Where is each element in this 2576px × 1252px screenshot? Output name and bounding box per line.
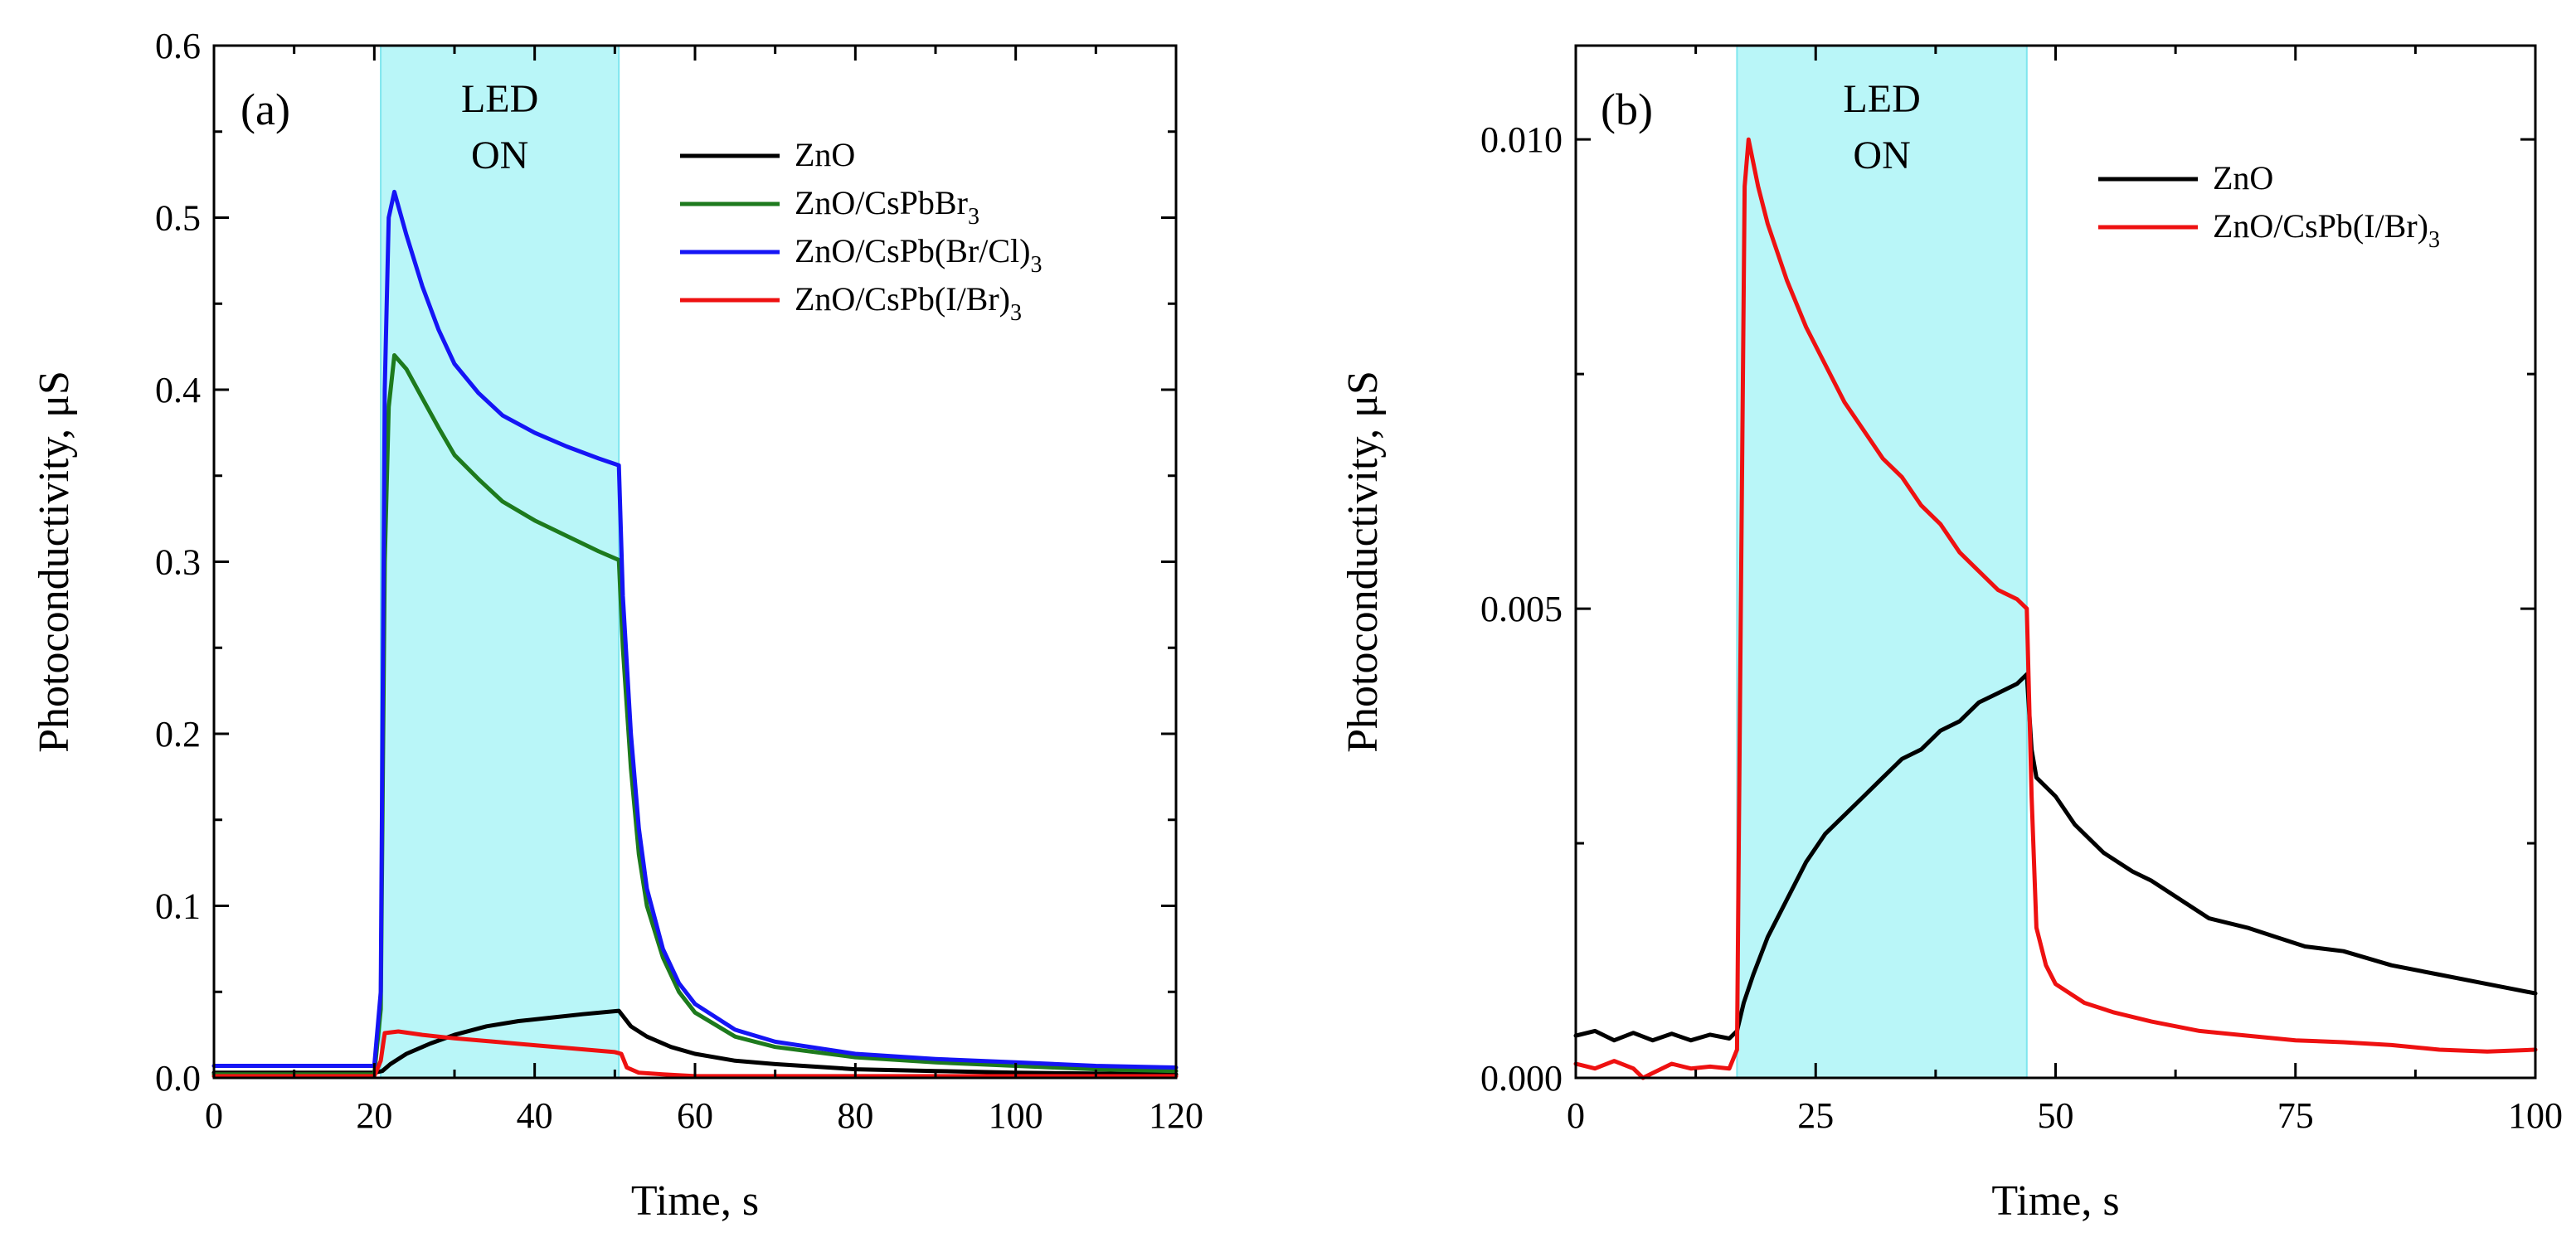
x-axis-ticks: 0 20 40 60 80 100 120 <box>205 46 1203 1136</box>
y-tick-label: 0.005 <box>1480 589 1563 629</box>
led-on-band <box>380 45 620 1079</box>
led-label-line-1: LED <box>461 77 538 121</box>
series-line-0 <box>1573 672 2538 1043</box>
legend: ZnO ZnO/CsPb(I/Br)3 <box>2098 159 2440 253</box>
legend-label-main: ZnO/CsPb(I/Br) <box>2213 207 2428 245</box>
x-tick-label: 0 <box>205 1095 223 1136</box>
series-line-1 <box>211 353 1179 1077</box>
x-tick-label: 20 <box>356 1095 392 1136</box>
series-line-1 <box>1573 137 2538 1080</box>
x-tick-label: 120 <box>1149 1095 1203 1136</box>
x-tick-label: 100 <box>989 1095 1043 1136</box>
series-lines <box>211 189 1179 1079</box>
legend-label-3: ZnO/CsPb(I/Br)3 <box>795 280 1022 326</box>
y-axis-ticks: 0.000 0.005 0.010 <box>1480 119 2535 1099</box>
series-line-2 <box>211 189 1179 1070</box>
series-lines <box>1573 137 2538 1080</box>
y-tick-label: 0.2 <box>155 714 201 755</box>
plot-frame <box>1574 44 2537 1080</box>
x-axis-title: Time, s <box>631 1177 759 1225</box>
x-tick-label: 40 <box>517 1095 553 1136</box>
y-axis-ticks: 0.0 0.1 0.2 0.3 0.4 0.5 0.6 <box>155 26 1176 1099</box>
plot-frame <box>212 44 1178 1080</box>
legend-label-main: ZnO <box>2213 159 2273 197</box>
x-axis-ticks: 0 25 50 75 100 <box>1567 46 2563 1136</box>
y-axis-title: Photoconductivity, μS <box>31 371 78 753</box>
y-tick-label: 0.4 <box>155 370 201 410</box>
legend-label-main: ZnO <box>795 136 855 173</box>
series-line-3 <box>211 1029 1179 1079</box>
led-label-line-1: LED <box>1843 77 1920 121</box>
x-tick-label: 0 <box>1567 1095 1585 1136</box>
legend-label-main: ZnO/CsPb(Br/Cl) <box>795 232 1030 269</box>
legend-label-main: ZnO/CsPbBr <box>795 184 968 221</box>
y-tick-label: 0.0 <box>155 1058 201 1099</box>
legend-label-subscript: 3 <box>2428 227 2440 253</box>
panel-label: (b) <box>1601 85 1653 134</box>
legend-label-1: ZnO/CsPbBr3 <box>795 184 979 230</box>
x-axis-title: Time, s <box>1991 1177 2119 1225</box>
legend: ZnOZnO/CsPbBr3ZnO/CsPb(Br/Cl)3ZnO/CsPb(I… <box>680 136 1042 326</box>
x-tick-label: 25 <box>1797 1095 1834 1136</box>
panel-a: 0 20 40 60 80 100 120 0.0 0.1 0.2 0.3 0.4 0.5 0.6 (a… <box>31 26 1203 1225</box>
x-tick-label: 60 <box>677 1095 713 1136</box>
y-axis-title: Photoconductivity, μS <box>1339 371 1387 753</box>
legend-label-main: ZnO/CsPb(I/Br) <box>795 280 1010 318</box>
series-line-0 <box>211 1008 1179 1077</box>
x-tick-label: 50 <box>2038 1095 2074 1136</box>
legend-label-0: ZnO <box>2213 159 2273 197</box>
y-tick-label: 0.010 <box>1480 119 1563 160</box>
legend-label-2: ZnO/CsPb(Br/Cl)3 <box>795 232 1042 278</box>
panel-label: (a) <box>241 85 290 134</box>
x-tick-label: 100 <box>2508 1095 2563 1136</box>
y-tick-label: 0.5 <box>155 198 201 239</box>
y-tick-label: 0.000 <box>1480 1058 1563 1099</box>
legend-label-1: ZnO/CsPb(I/Br)3 <box>2213 207 2440 253</box>
legend-label-subscript: 3 <box>968 204 979 230</box>
y-tick-label: 0.1 <box>155 886 201 927</box>
panel-b: 0 25 50 75 100 0.000 0.005 0.010 (b) LED ON Ti… <box>1339 44 2563 1225</box>
led-label-line-2: ON <box>471 133 528 177</box>
led-on-band <box>1736 45 2028 1079</box>
led-label-line-2: ON <box>1853 133 1910 177</box>
legend-label-0: ZnO <box>795 136 855 173</box>
legend-label-subscript: 3 <box>1010 300 1022 326</box>
x-tick-label: 75 <box>2277 1095 2314 1136</box>
legend-label-subscript: 3 <box>1030 252 1042 278</box>
y-tick-label: 0.3 <box>155 542 201 583</box>
x-tick-label: 80 <box>837 1095 873 1136</box>
y-tick-label: 0.6 <box>155 26 201 66</box>
